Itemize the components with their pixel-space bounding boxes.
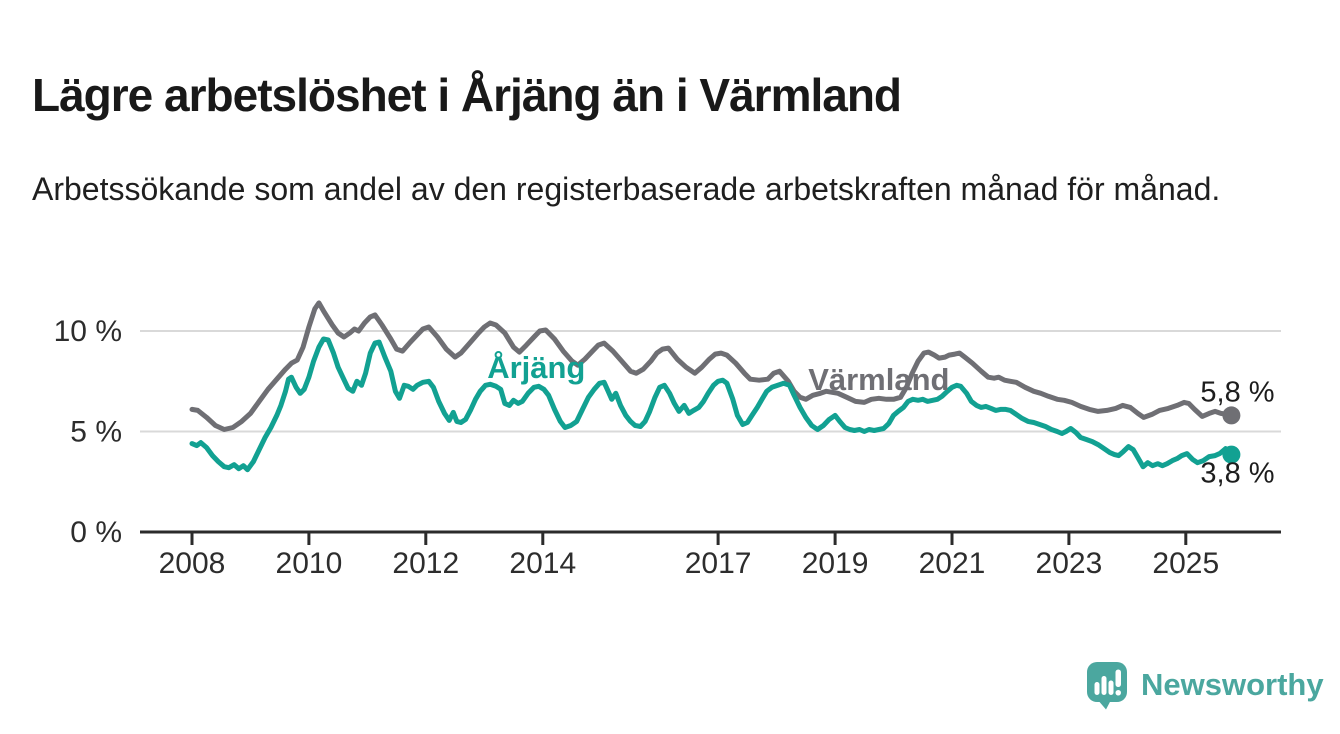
- x-tick-label: 2025: [1152, 547, 1219, 580]
- x-tick-label: 2012: [392, 547, 459, 580]
- end-dot-arjang: [1222, 445, 1241, 464]
- x-tick-label: 2017: [685, 547, 752, 580]
- chart-subtitle: Arbetssökande som andel av den registerb…: [32, 171, 1221, 207]
- x-tick-label: 2014: [509, 547, 576, 580]
- page-title: Lägre arbetslöshet i Årjäng än i Värmlan…: [32, 68, 902, 121]
- series-line-varmland: [189, 300, 1234, 432]
- x-tick-label: 2023: [1036, 547, 1103, 580]
- series-line-arjang: [189, 336, 1234, 473]
- logo-exclamation-dot: [1115, 690, 1121, 696]
- newsworthy-logo-icon: [1087, 662, 1127, 710]
- series-label-varmland: Värmland: [808, 362, 949, 397]
- series-label-arjang: Årjäng: [487, 350, 585, 385]
- end-value-label-arjang: 3,8 %: [1200, 458, 1274, 490]
- logo-bar-1: [1094, 682, 1100, 695]
- y-tick-label: 0 %: [70, 516, 122, 549]
- x-tick-label: 2021: [919, 547, 986, 580]
- x-tick-label: 2010: [276, 547, 343, 580]
- y-tick-label: 10 %: [54, 315, 122, 348]
- logo-exclamation-bar: [1115, 669, 1121, 687]
- end-dot-varmland: [1222, 406, 1241, 425]
- x-tick-label: 2019: [802, 547, 869, 580]
- y-tick-label: 5 %: [70, 416, 122, 449]
- logo-bar-3: [1108, 680, 1114, 695]
- x-tick-label: 2008: [159, 547, 226, 580]
- logo-bar-2: [1101, 676, 1107, 695]
- newsworthy-branding: Newsworthy: [1087, 662, 1324, 710]
- brand-name: Newsworthy: [1141, 667, 1324, 702]
- end-value-label-varmland: 5,8 %: [1200, 376, 1274, 408]
